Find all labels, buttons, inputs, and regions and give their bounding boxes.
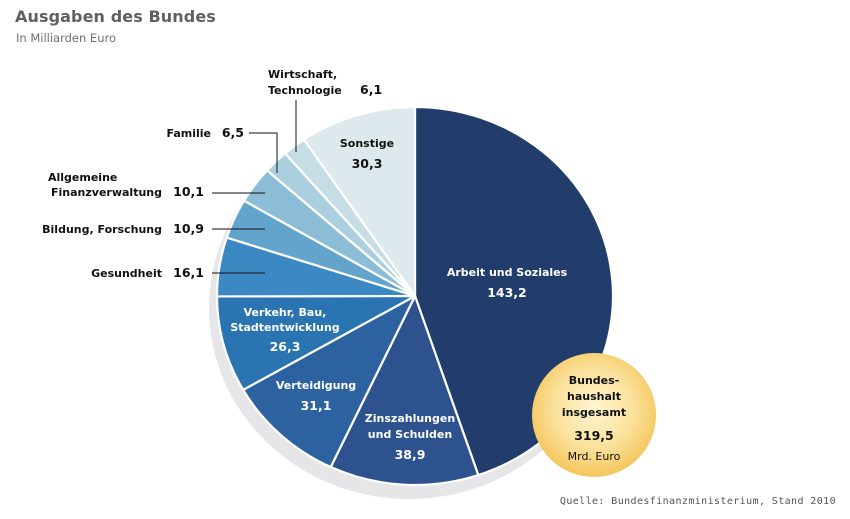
slice-label-wirtschaft-technologie: Wirtschaft, [268, 68, 337, 81]
slice-value-zinszahlungen-und-schulden: 38,9 [395, 447, 426, 462]
slice-value-wirtschaft-technologie: 6,1 [360, 82, 382, 97]
total-badge-line3: insgesamt [562, 406, 626, 419]
total-badge: Bundes- haushalt insgesamt 319,5 Mrd. Eu… [532, 353, 656, 477]
slice-label-familie: Familie [166, 127, 211, 140]
total-badge-value: 319,5 [574, 428, 614, 443]
source-note: Quelle: Bundesfinanzministerium, Stand 2… [559, 496, 836, 507]
slice-label-verteidigung: Verteidigung [276, 379, 356, 392]
slice-label-wirtschaft-technologie: Technologie [268, 84, 342, 97]
pie-slice-verkehr-bau-stadtentwicklung [215, 294, 417, 391]
leader-line-familie [249, 132, 278, 173]
total-badge-unit: Mrd. Euro [568, 450, 621, 463]
chart-title: Ausgaben des Bundes [15, 7, 216, 26]
slice-value-verteidigung: 31,1 [301, 398, 332, 413]
slice-label-allgemeine-finanzverwaltung: Finanzverwaltung [51, 186, 162, 199]
total-badge-line1: Bundes- [569, 374, 620, 387]
pie-slice-zinszahlungen-und-schulden [329, 294, 480, 487]
chart-subtitle: In Milliarden Euro [16, 31, 116, 45]
slice-value-allgemeine-finanzverwaltung: 10,1 [173, 184, 204, 199]
total-badge-line2: haushalt [567, 390, 621, 403]
slice-label-verkehr-bau-stadtentwicklung: Verkehr, Bau, [244, 306, 327, 319]
slice-label-gesundheit: Gesundheit [91, 267, 162, 280]
pie-slice-sonstige [302, 105, 417, 298]
slice-label-allgemeine-finanzverwaltung: Allgemeine [48, 171, 117, 184]
slice-value-familie: 6,5 [222, 125, 244, 140]
slice-label-arbeit-und-soziales: Arbeit und Soziales [447, 266, 568, 279]
total-badge-circle [532, 353, 656, 477]
slice-label-bildung-forschung: Bildung, Forschung [42, 223, 162, 236]
slice-value-verkehr-bau-stadtentwicklung: 26,3 [270, 339, 301, 354]
slice-label-zinszahlungen-und-schulden: und Schulden [368, 428, 452, 441]
pie-slice-verteidigung [242, 294, 417, 469]
slice-label-zinszahlungen-und-schulden: Zinszahlungen [365, 412, 455, 425]
slice-label-sonstige: Sonstige [340, 137, 394, 150]
slice-value-bildung-forschung: 10,9 [173, 221, 204, 236]
slice-value-sonstige: 30,3 [352, 156, 383, 171]
slice-label-verkehr-bau-stadtentwicklung: Stadtentwicklung [230, 321, 339, 334]
slice-value-gesundheit: 16,1 [173, 265, 204, 280]
slice-value-arbeit-und-soziales: 143,2 [487, 285, 527, 300]
